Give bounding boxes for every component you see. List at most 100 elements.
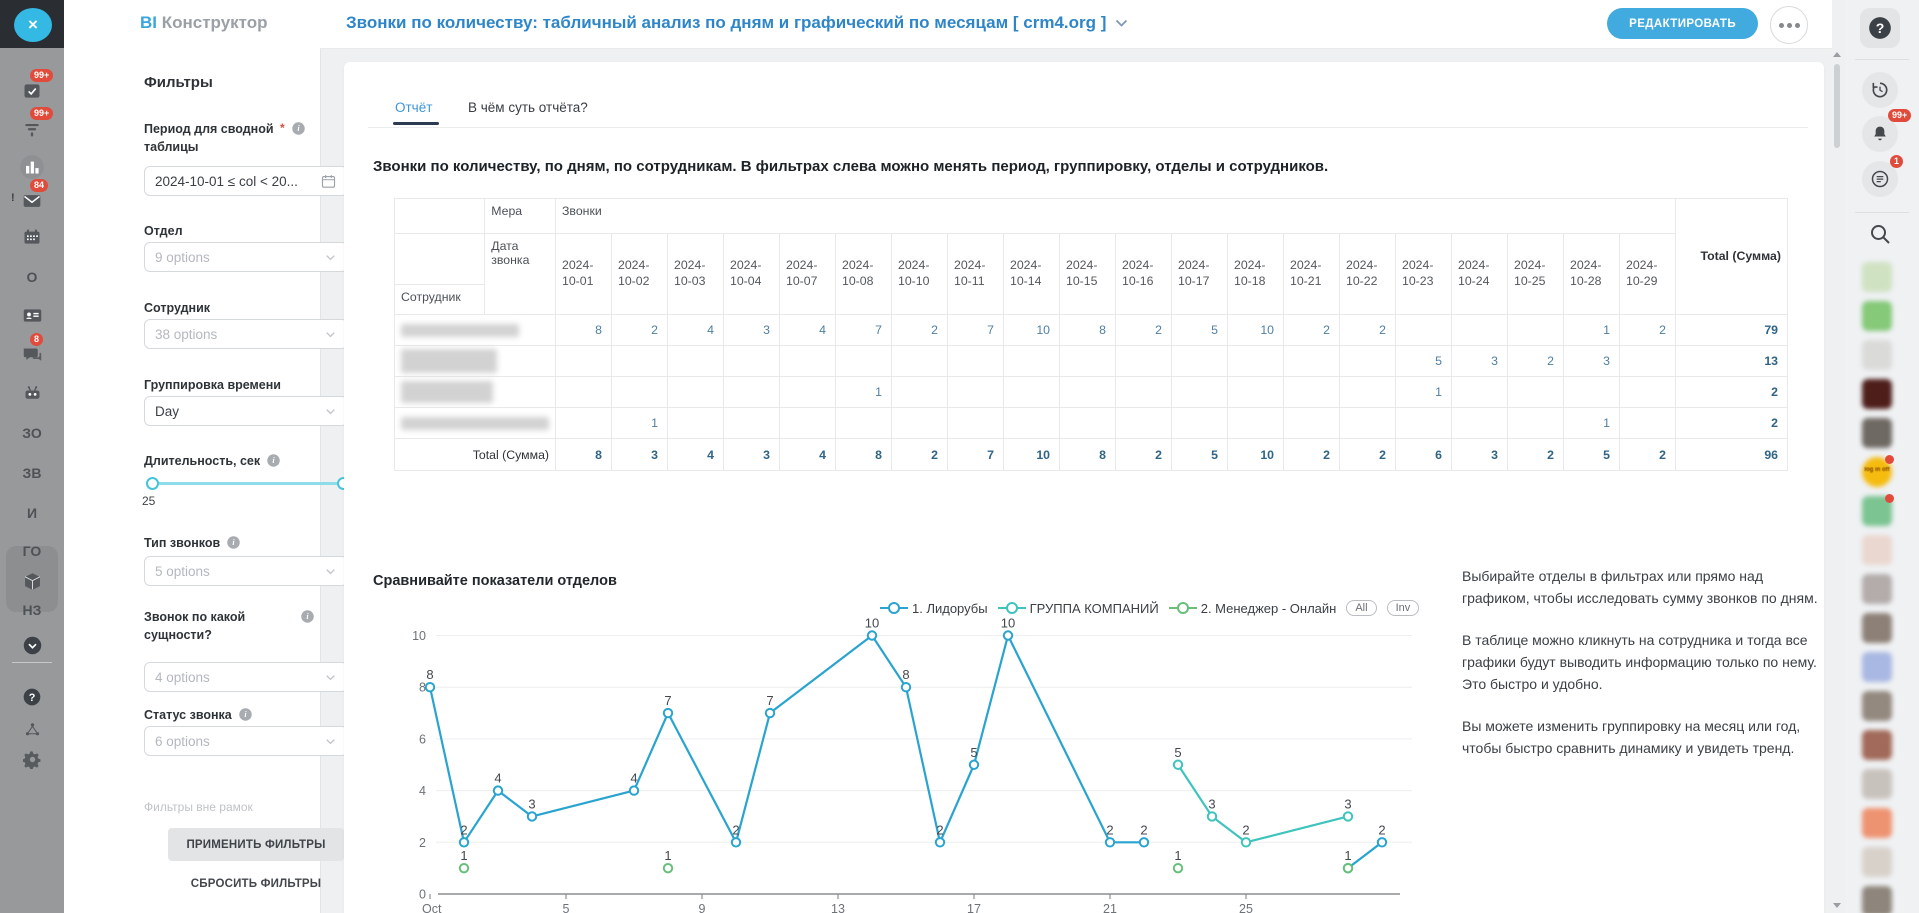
- extension-icon[interactable]: [1862, 301, 1892, 331]
- extension-icon[interactable]: [1862, 652, 1892, 682]
- date-column-header[interactable]: 2024-10-25: [1507, 233, 1564, 315]
- date-column-header[interactable]: 2024-10-03: [667, 233, 724, 315]
- rail-item-id-card[interactable]: [0, 300, 64, 330]
- scrollbar-thumb[interactable]: [1834, 64, 1840, 148]
- extension-icon[interactable]: [1862, 730, 1892, 760]
- rail-item-bar-chart[interactable]: [0, 152, 64, 182]
- filter-select[interactable]: 4 options: [144, 662, 348, 692]
- apply-filters-button[interactable]: ПРИМЕНИТЬ ФИЛЬТРЫ: [168, 828, 344, 861]
- date-column-header[interactable]: 2024-10-28: [1563, 233, 1620, 315]
- date-column-header[interactable]: 2024-10-29: [1619, 233, 1676, 315]
- legend-all-button[interactable]: All: [1346, 600, 1377, 616]
- rail-item-check-square[interactable]: 99+: [0, 69, 64, 106]
- rail-item-ЗВ[interactable]: ЗВ: [0, 458, 64, 488]
- filter-select[interactable]: Day: [144, 396, 348, 426]
- extension-icon[interactable]: [1862, 535, 1892, 565]
- rail-item-help-circle[interactable]: ?: [0, 682, 64, 712]
- help-button[interactable]: ?: [1860, 8, 1900, 48]
- rail-item-mail[interactable]: ! 84: [0, 179, 64, 216]
- tab-report[interactable]: Отчёт: [395, 100, 433, 115]
- info-icon[interactable]: i: [226, 535, 241, 555]
- legend-label: 1. Лидорубы: [912, 600, 988, 616]
- legend-item[interactable]: 1. Лидорубы: [880, 601, 988, 616]
- legend-item[interactable]: ГРУППА КОМПАНИЙ: [997, 601, 1159, 616]
- activity-button[interactable]: 1: [1860, 155, 1904, 197]
- rail-item-calendar[interactable]: [0, 222, 64, 252]
- employee-name-cell[interactable]: [394, 314, 556, 346]
- filter-select[interactable]: 9 options: [144, 242, 348, 272]
- edit-button[interactable]: РЕДАКТИРОВАТЬ: [1607, 8, 1758, 39]
- info-icon[interactable]: i: [238, 707, 253, 727]
- info-icon[interactable]: i: [291, 121, 306, 141]
- rail-item-chat[interactable]: 8: [0, 333, 64, 370]
- rail-item-ГО[interactable]: ГО: [0, 536, 64, 566]
- rail-item-НЗ[interactable]: НЗ: [0, 595, 64, 625]
- extension-icon[interactable]: [1862, 691, 1892, 721]
- calls-by-day-line-chart[interactable]: 0 2 4 6 8 10 Oct 5 9 13 17 21 25 8 2 4 3 4 7 2 7 10 8 2 5 10 2 2 1 2 5…: [408, 598, 1420, 913]
- scroll-down-icon[interactable]: [1833, 903, 1841, 908]
- extension-icon[interactable]: [1862, 769, 1892, 799]
- date-column-header[interactable]: 2024-10-17: [1171, 233, 1228, 315]
- employee-name-cell[interactable]: [394, 376, 556, 408]
- svg-text:5: 5: [1174, 745, 1181, 760]
- reset-filters-button[interactable]: СБРОСИТЬ ФИЛЬТРЫ: [190, 878, 322, 890]
- extension-icon[interactable]: [1862, 340, 1892, 370]
- date-column-header[interactable]: 2024-10-02: [611, 233, 668, 315]
- more-options-button[interactable]: [1770, 6, 1808, 44]
- filter-select[interactable]: 5 options: [144, 556, 348, 586]
- extension-icon[interactable]: [1862, 808, 1892, 838]
- date-column-header[interactable]: 2024-10-21: [1283, 233, 1340, 315]
- rail-item-gear[interactable]: [0, 744, 64, 774]
- filter-select[interactable]: 6 options: [144, 726, 348, 756]
- period-input[interactable]: 2024-10-01 ≤ col < 20...: [144, 166, 348, 196]
- date-column-header[interactable]: 2024-10-07: [779, 233, 836, 315]
- history-button[interactable]: [1860, 72, 1900, 108]
- filter-select[interactable]: 38 options: [144, 319, 348, 349]
- date-column-header[interactable]: 2024-10-24: [1451, 233, 1508, 315]
- filters-out-of-scope[interactable]: Фильтры вне рамок ›: [144, 800, 348, 814]
- info-icon[interactable]: i: [300, 609, 315, 629]
- rail-item-chevron-circle[interactable]: [0, 630, 64, 660]
- scroll-up-icon[interactable]: [1833, 52, 1841, 57]
- rail-item-O[interactable]: O: [0, 262, 64, 292]
- main-scrollbar[interactable]: [1832, 52, 1842, 908]
- date-column-header[interactable]: 2024-10-01: [555, 233, 612, 315]
- rail-item-robot[interactable]: [0, 378, 64, 408]
- extension-icon[interactable]: [1862, 494, 1894, 526]
- date-column-header[interactable]: 2024-10-22: [1339, 233, 1396, 315]
- legend-item[interactable]: 2. Менеджер - Онлайн: [1168, 601, 1336, 616]
- duration-slider[interactable]: [146, 477, 350, 490]
- extension-icon[interactable]: [1862, 379, 1892, 409]
- extension-icon[interactable]: [1862, 886, 1892, 913]
- date-column-header[interactable]: 2024-10-14: [1003, 233, 1060, 315]
- legend-inv-button[interactable]: Inv: [1386, 600, 1420, 616]
- rail-item-И[interactable]: И: [0, 498, 64, 528]
- report-title[interactable]: Звонки по количеству: табличный анализ п…: [346, 13, 1128, 33]
- employee-name-cell[interactable]: [394, 345, 556, 377]
- date-column-header[interactable]: 2024-10-23: [1395, 233, 1452, 315]
- rail-item-box[interactable]: [0, 566, 64, 596]
- close-icon[interactable]: ×: [14, 8, 52, 42]
- notifications-button[interactable]: 99+: [1860, 109, 1912, 152]
- date-column-header[interactable]: 2024-10-11: [947, 233, 1004, 315]
- tab-about[interactable]: В чём суть отчёта?: [468, 100, 588, 115]
- extension-icon[interactable]: log in off: [1862, 455, 1894, 487]
- extension-icon[interactable]: [1862, 613, 1892, 643]
- date-column-header[interactable]: 2024-10-18: [1227, 233, 1284, 315]
- date-column-header[interactable]: 2024-10-08: [835, 233, 892, 315]
- date-column-header[interactable]: 2024-10-15: [1059, 233, 1116, 315]
- rail-item-filter[interactable]: 99+: [0, 107, 64, 144]
- extension-icon[interactable]: [1862, 418, 1892, 448]
- extension-icon[interactable]: [1862, 262, 1892, 292]
- extension-icon[interactable]: [1862, 847, 1892, 877]
- date-column-header[interactable]: 2024-10-10: [891, 233, 948, 315]
- search-button[interactable]: [1860, 222, 1900, 246]
- employee-name-cell[interactable]: [394, 407, 556, 439]
- date-column-header[interactable]: 2024-10-04: [723, 233, 780, 315]
- date-column-header[interactable]: 2024-10-16: [1115, 233, 1172, 315]
- rail-item-nodes[interactable]: [0, 714, 64, 744]
- slider-handle-min[interactable]: [146, 477, 159, 490]
- extension-icon[interactable]: [1862, 574, 1892, 604]
- info-icon[interactable]: i: [266, 453, 281, 473]
- rail-item-ЗО[interactable]: ЗО: [0, 418, 64, 448]
